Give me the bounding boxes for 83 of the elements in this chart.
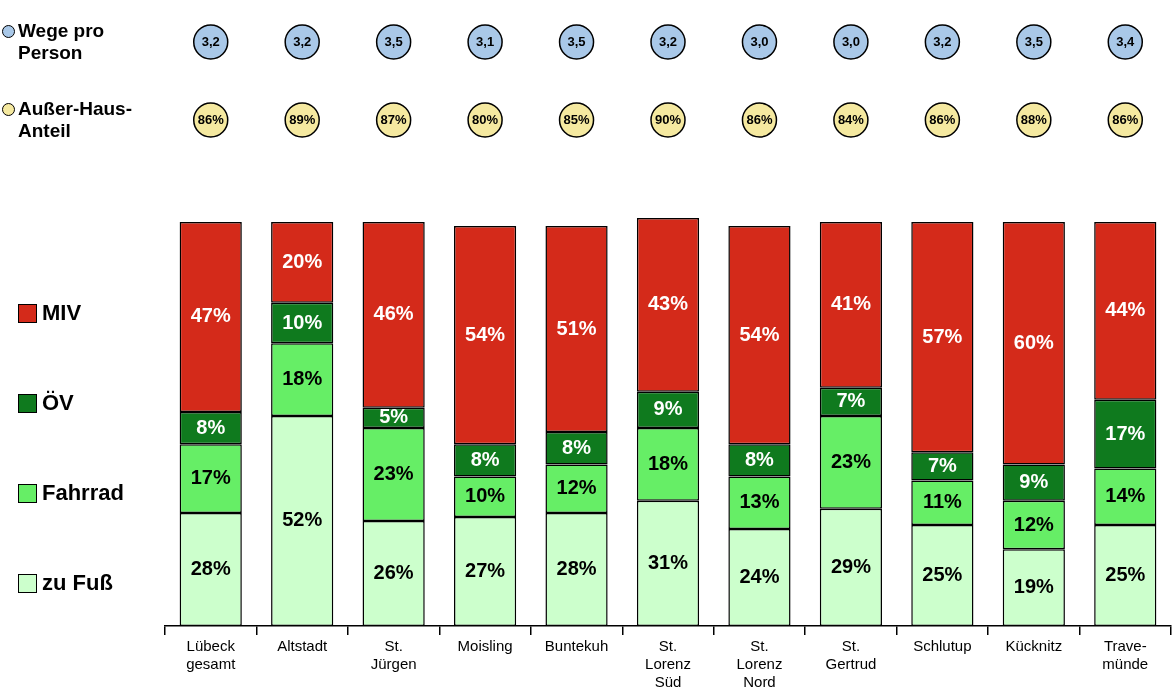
data-label: 12% [1013,512,1055,535]
data-label: 23% [373,462,414,485]
text: 3,2 [933,33,952,49]
text: 3,5 [384,33,403,49]
data-label: 25% [1105,563,1146,586]
data-label: 27% [465,558,506,581]
text: 80% [472,111,499,127]
x-tick-label: St. Jürgen [370,637,417,673]
data-label: 5% [379,405,409,428]
x-tick-label: St. Lorenz Nord [736,637,783,691]
data-label: 19% [1013,575,1055,598]
text: 89% [289,111,316,127]
text: 88% [1020,111,1048,127]
text: 3,1 [476,33,495,49]
legend-label: Fahrrad [42,480,124,506]
data-label: 43% [647,292,689,315]
data-label: 9% [653,397,683,420]
data-label: 18% [647,451,689,474]
data-label: 11% [922,490,963,513]
text: 3,0 [750,33,769,49]
data-label: 23% [830,449,872,472]
data-label: 51% [556,316,597,339]
data-label: 14% [1105,484,1146,507]
text: 3,0 [841,33,860,49]
data-label: 52% [282,508,323,531]
text: 3,2 [293,33,312,49]
data-label: 8% [470,447,500,470]
data-label: 31% [647,550,689,573]
x-tick-label: Altstadt [277,637,329,655]
data-label: 60% [1013,330,1055,353]
data-label: 18% [282,367,323,390]
data-label: 12% [556,476,597,499]
data-label: 44% [1105,298,1146,321]
data-label: 24% [739,565,780,588]
text: 3,5 [1024,33,1043,49]
text: 87% [380,111,408,127]
x-tick-label: Lübeck gesamt [186,637,237,673]
data-label: 8% [562,435,592,458]
x-tick-label: St. Gertrud [825,637,877,673]
text: 86% [1112,111,1139,127]
x-tick-label: Buntekuh [544,637,609,655]
text: 84% [837,111,865,127]
data-label: 7% [836,389,866,412]
data-label: 9% [1019,470,1049,493]
legend-label: zu Fuß [42,570,113,596]
data-label: 10% [282,310,323,333]
data-label: 10% [465,484,506,507]
data-label: 26% [373,561,414,583]
data-label: 46% [373,302,414,325]
data-label: 8% [745,447,775,470]
text: 3,4 [1116,33,1136,49]
text: 3,5 [567,33,586,49]
data-label: 28% [190,556,231,579]
text: 85% [563,111,590,127]
legend-label: MIV [42,300,82,326]
data-label: 20% [282,249,323,272]
text: 3,2 [201,33,220,49]
text: 90% [654,111,682,127]
data-label: 41% [830,292,872,315]
data-label: 28% [556,556,597,579]
data-label: 25% [922,563,963,586]
legend-label: ÖV [42,390,74,416]
x-tick-label: Trave- münde [1102,637,1149,673]
data-label: 47% [190,304,231,327]
data-label: 17% [190,466,231,489]
text: 86% [746,111,773,127]
x-tick-label: Schlutup [913,637,972,655]
text: Wege pro Person [18,20,105,64]
text: 3,2 [658,33,678,49]
data-label: 17% [1105,421,1146,444]
text: Außer-Haus- Anteil [18,98,133,142]
data-label: 57% [922,324,963,347]
data-label: 29% [830,554,872,577]
text: 86% [197,111,225,127]
data-label: 13% [739,490,780,513]
text: 86% [929,111,956,127]
data-label: 54% [465,322,506,345]
data-label: 8% [196,415,226,438]
x-tick-label: St. Lorenz Süd [645,637,691,691]
data-label: 7% [927,453,958,476]
data-label: 54% [739,322,780,345]
x-tick-label: Kücknitz [1005,637,1063,655]
x-tick-label: Moisling [457,637,513,655]
